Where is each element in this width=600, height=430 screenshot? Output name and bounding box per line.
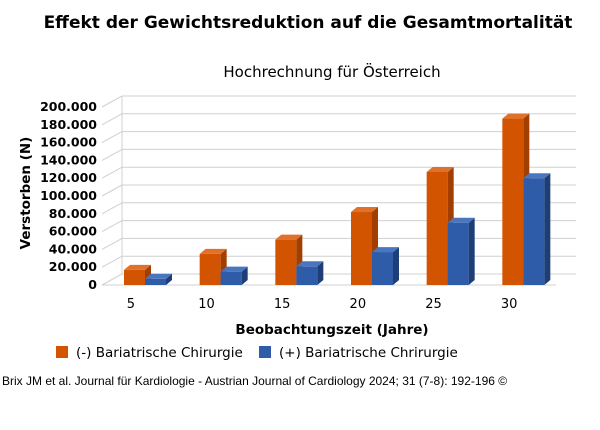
y-tick-label: 200.000	[40, 99, 97, 114]
gridline-depth	[101, 255, 123, 268]
y-tick-label: 160.000	[40, 135, 97, 150]
x-tick-label: 15	[274, 297, 291, 312]
gridlines	[101, 95, 576, 286]
legend-swatch-series-2	[259, 346, 271, 358]
bar-top-1-25	[426, 166, 454, 172]
gridline-depth	[101, 131, 123, 144]
gridline-depth	[101, 220, 123, 233]
y-tick-label: 140.000	[40, 152, 97, 167]
y-tick-label: 60.000	[49, 224, 98, 239]
bar-side-2-10	[241, 266, 248, 285]
bar-chart: Effekt der Gewichtsreduktion auf die Ges…	[18, 13, 576, 361]
x-axis-ticks: 5 10 15 20 25 30	[127, 297, 518, 312]
bar-2-20	[372, 252, 393, 285]
y-axis-ticks: 0 20.000 40.000 60.000 80.000 100.000 120.000 1…	[40, 99, 97, 292]
citation-text: Brix JM et al. Journal für Kardiologie -…	[2, 374, 508, 388]
bar-side-2-30	[544, 173, 551, 285]
bar-2-15	[296, 266, 318, 285]
chart-subtitle: Hochrechnung für Österreich	[223, 62, 440, 81]
bar-top-2-30	[523, 173, 551, 179]
bar-1-20	[351, 212, 372, 285]
gridline-depth	[101, 202, 123, 215]
bars	[124, 113, 551, 285]
gridline-depth	[101, 166, 123, 179]
legend-label-series-1: (-) Bariatrische Chirurgie	[76, 345, 243, 361]
gridline-depth	[101, 148, 123, 161]
gridline-depth	[101, 273, 123, 286]
x-tick-label: 10	[198, 297, 215, 312]
x-tick-label: 5	[127, 297, 135, 312]
x-axis-label: Beobachtungszeit (Jahre)	[235, 322, 428, 338]
legend-swatch-series-1	[56, 346, 68, 358]
legend: (-) Bariatrische Chirurgie (+) Bariatris…	[56, 345, 458, 361]
bar-1-10	[199, 253, 221, 285]
bar-1-5	[124, 269, 145, 285]
bar-top-1-20	[351, 207, 378, 213]
y-tick-label: 80.000	[49, 206, 98, 221]
chart-title: Effekt der Gewichtsreduktion auf die Ges…	[44, 13, 573, 33]
bar-top-1-5	[124, 264, 151, 270]
bar-top-2-25	[447, 217, 475, 223]
gridline-depth	[101, 237, 123, 250]
y-tick-label: 40.000	[49, 241, 98, 256]
bar-top-1-10	[199, 248, 227, 254]
bar-2-25	[447, 222, 469, 285]
x-tick-label: 25	[425, 297, 442, 312]
bar-top-2-15	[296, 261, 324, 267]
bar-top-1-15	[275, 234, 303, 240]
bar-side-2-25	[468, 217, 475, 285]
bar-2-10	[220, 271, 242, 285]
y-tick-label: 20.000	[49, 259, 98, 274]
bar-1-15	[275, 239, 297, 285]
bar-top-2-5	[145, 273, 172, 279]
bar-1-25	[426, 171, 448, 285]
y-tick-label: 0	[88, 277, 97, 292]
bar-2-30	[523, 178, 545, 285]
bar-side-2-5	[166, 273, 172, 285]
bar-top-2-20	[372, 247, 399, 253]
y-tick-label: 100.000	[40, 188, 97, 203]
y-tick-label: 180.000	[40, 117, 97, 132]
bar-1-30	[502, 118, 524, 285]
gridline-depth	[101, 95, 123, 108]
legend-label-series-2: (+) Bariatrische Chrirurgie	[279, 345, 458, 361]
bar-top-1-30	[502, 113, 530, 119]
bar-side-2-15	[317, 261, 324, 285]
bar-side-2-20	[393, 247, 399, 285]
gridline-depth	[101, 113, 123, 126]
bar-2-5	[145, 278, 166, 285]
x-tick-label: 30	[501, 297, 518, 312]
bar-top-2-10	[220, 266, 248, 272]
gridline-depth	[101, 184, 123, 197]
y-tick-label: 120.000	[40, 170, 97, 185]
x-tick-label: 20	[350, 297, 367, 312]
y-axis-label: Verstorben (N)	[18, 137, 34, 250]
